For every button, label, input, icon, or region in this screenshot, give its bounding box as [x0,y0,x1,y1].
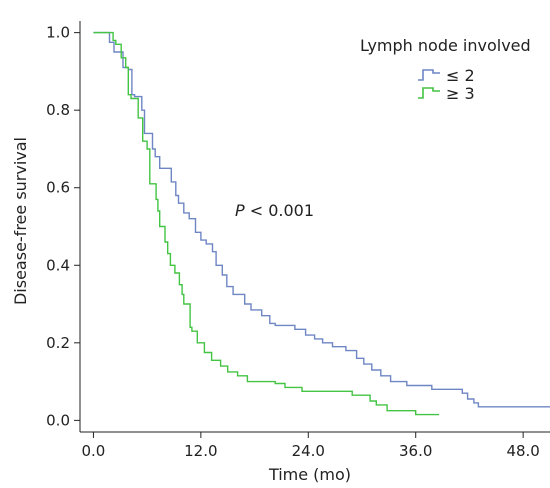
x-tick-label: 0.0 [81,442,105,460]
series-line-2 [93,31,439,416]
legend-swatch-1 [418,69,440,81]
y-axis-title: Disease-free survival [11,137,30,305]
y-tick-label: 0.8 [46,101,70,119]
series-line-1 [93,31,550,408]
legend-title: Lymph node involved [360,36,531,55]
x-tick-label: 48.0 [506,442,539,460]
y-tick-label: 0.2 [46,334,70,352]
legend-swatch-2 [418,87,440,99]
y-tick-label: 0.4 [46,256,70,274]
axes: 0.0 12.0 24.0 36.0 48.0 0.0 0.2 0.4 0.6 0.8 1.0 [46,21,550,460]
legend: Lymph node involved ≤ 2≥ 3 [360,36,531,103]
x-tick-label: 24.0 [292,442,325,460]
legend-label-1: ≤ 2 [446,66,475,85]
legend-label-2: ≥ 3 [446,84,475,103]
series-layer [93,31,550,416]
x-axis-title: Time (mo) [268,465,351,484]
y-tick-label: 0.6 [46,179,70,197]
p-italic: P [235,201,245,220]
y-tick-label: 0.0 [46,411,70,429]
x-tick-label: 12.0 [184,442,217,460]
y-tick-label: 1.0 [46,24,70,42]
p-value-annotation: P < 0.001 [235,201,314,220]
p-text: < 0.001 [245,201,314,220]
x-tick-label: 36.0 [399,442,432,460]
